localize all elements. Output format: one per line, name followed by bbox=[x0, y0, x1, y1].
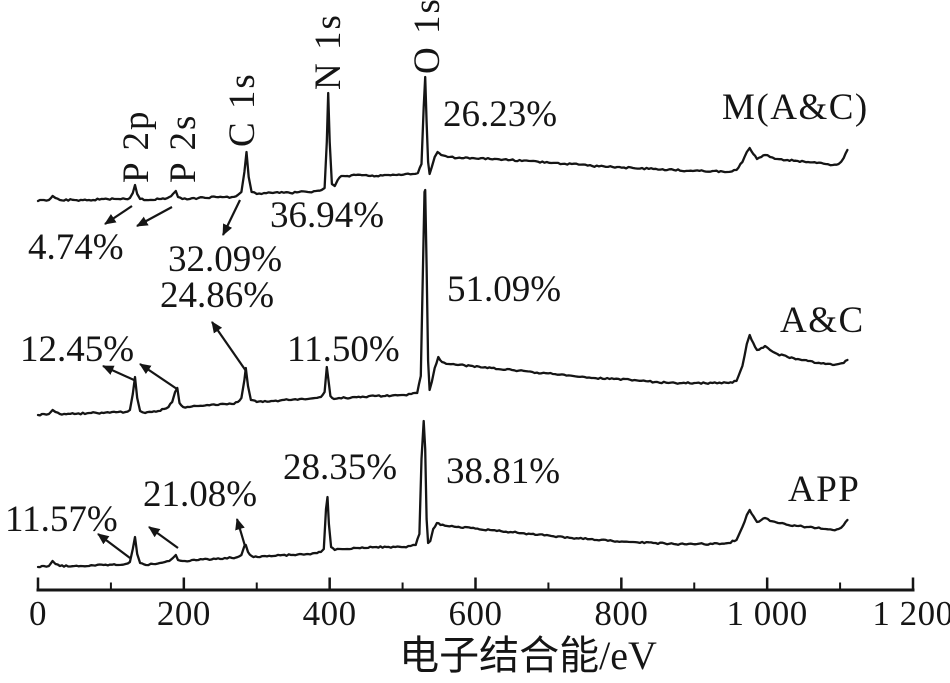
atomic-percent-label: 28.35% bbox=[283, 447, 398, 488]
x-tick-label: 800 bbox=[594, 594, 649, 633]
atomic-percent-label: 24.86% bbox=[160, 275, 275, 316]
annotation-arrow bbox=[136, 206, 173, 227]
atomic-percent-label: 51.09% bbox=[447, 269, 562, 310]
annotation-arrow bbox=[139, 363, 178, 390]
x-tick-label: 0 bbox=[29, 594, 47, 633]
spectra-traces bbox=[36, 75, 849, 569]
spectrum-trace-app bbox=[36, 419, 849, 569]
annotation-arrow bbox=[235, 518, 247, 547]
annotation-arrow bbox=[104, 205, 133, 225]
atomic-percent-label: 11.50% bbox=[287, 329, 400, 370]
atomic-percent-label: 12.45% bbox=[20, 329, 135, 370]
x-tick-label: 600 bbox=[448, 594, 503, 633]
annotation-arrow bbox=[148, 526, 179, 549]
peak-label-c1s: C 1s bbox=[222, 72, 263, 147]
annotation-arrow bbox=[97, 533, 131, 559]
peak-label-n1s: N 1s bbox=[308, 13, 349, 90]
annotation-arrows bbox=[97, 199, 247, 559]
spectrum-trace-ac bbox=[36, 188, 849, 417]
annotation-arrow bbox=[222, 199, 241, 236]
spectrum-trace-mac bbox=[36, 75, 849, 203]
peak-label-p2p: P 2p bbox=[116, 109, 157, 183]
x-tick-label: 400 bbox=[302, 594, 357, 633]
series-label-mac: M(A&C) bbox=[722, 87, 869, 128]
peak-label-o1s: O 1s bbox=[407, 0, 448, 74]
peak-label-p2s: P 2s bbox=[163, 113, 204, 183]
x-axis-title: 电子结合能/eV bbox=[399, 633, 657, 678]
x-tick-label: 1 200 bbox=[872, 594, 950, 633]
atomic-percent-label: 36.94% bbox=[270, 195, 385, 236]
atomic-percent-label: 38.81% bbox=[446, 451, 561, 492]
series-label-ac: A&C bbox=[780, 300, 865, 341]
x-tick-label: 200 bbox=[156, 594, 211, 633]
atomic-percent-label: 11.57% bbox=[5, 499, 118, 540]
annotation-arrow bbox=[211, 321, 247, 372]
annotation-arrow bbox=[102, 364, 135, 382]
atomic-percent-label: 4.74% bbox=[28, 227, 124, 268]
x-axis bbox=[36, 577, 915, 592]
series-label-app: APP bbox=[788, 469, 861, 510]
atomic-percent-label: 26.23% bbox=[443, 94, 558, 135]
atomic-percent-label: 32.09% bbox=[168, 239, 283, 280]
atomic-percent-label: 21.08% bbox=[143, 474, 258, 515]
x-tick-label: 1 000 bbox=[726, 594, 808, 633]
